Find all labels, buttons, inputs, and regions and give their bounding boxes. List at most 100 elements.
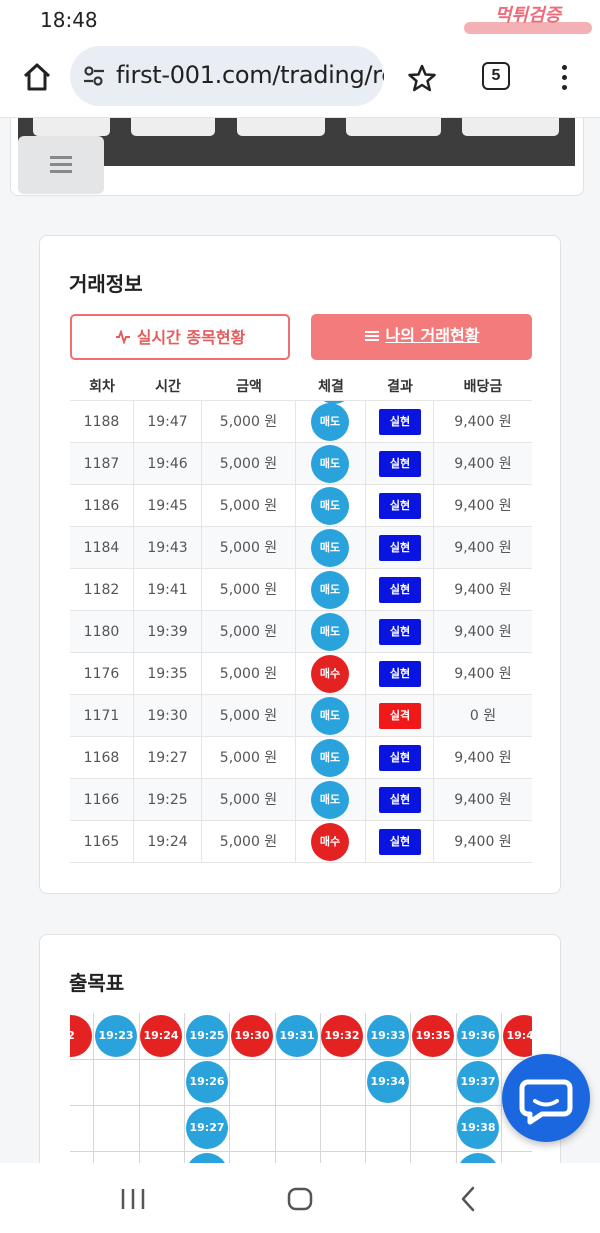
address-bar[interactable]: first-001.com/trading/re (70, 46, 384, 106)
cell-amount: 5,000 원 (202, 653, 296, 695)
cell-time: 19:27 (134, 737, 202, 779)
tune-icon[interactable] (82, 64, 106, 88)
table-row: 1187 19:46 5,000 원 매도 실현 9,400 원 (70, 443, 532, 485)
cell-result: 실현 (366, 779, 434, 821)
cell-round: 1171 (70, 695, 134, 737)
cell-payout: 9,400 원 (454, 498, 512, 514)
sell-badge: 매도 (311, 697, 349, 735)
cell-round: 1182 (70, 569, 134, 611)
chulmok-dot: 19:36 (457, 1015, 499, 1057)
cell-result: 실현 (366, 653, 434, 695)
cell-payout: 9,400 원 (454, 750, 512, 766)
cell-round: 1187 (70, 443, 134, 485)
grid-line (410, 1013, 411, 1163)
home-icon[interactable] (20, 60, 54, 94)
strip-button[interactable] (462, 118, 559, 136)
table-row: 1168 19:27 5,000 원 매도 실현 9,400 원 (70, 737, 532, 779)
grid-line (139, 1013, 140, 1163)
sell-badge: 매도 (311, 739, 349, 777)
chulmok-dot: 19:33 (367, 1015, 409, 1057)
col-time: 시간 (155, 379, 181, 395)
realtime-status-button[interactable]: 실시간 종목현황 (70, 314, 290, 360)
strip-button[interactable] (131, 118, 215, 136)
cell-side: 매수 (296, 821, 366, 863)
col-result: 결과 (387, 379, 413, 395)
chulmok-grid: 2 19:23 19:24 19:25 19:26 19:27 19:30 19:31 19:3… (70, 1013, 532, 1163)
system-nav-bar (0, 1163, 600, 1233)
chulmok-dot: 19:23 (95, 1015, 137, 1057)
result-badge: 실격 (379, 703, 421, 729)
cell-result: 실현 (366, 401, 434, 443)
chulmok-dot: 19:30 (231, 1015, 273, 1057)
cell-result: 실현 (366, 443, 434, 485)
cell-time: 19:41 (134, 569, 202, 611)
cell-round: 1188 (70, 401, 134, 443)
cell-side: 매도 (296, 401, 366, 443)
result-badge: 실현 (379, 619, 421, 645)
star-icon[interactable] (406, 62, 438, 94)
cell-time: 19:43 (134, 527, 202, 569)
trade-table-body[interactable]: 1188 19:47 5,000 원 매도 실현 9,400 원 1187 19:46 5,00… (70, 400, 532, 866)
cell-round: 1184 (70, 527, 134, 569)
grid-line (70, 1059, 532, 1060)
svg-text:먹튀검증: 먹튀검증 (495, 5, 564, 25)
strip-button[interactable] (346, 118, 441, 136)
cell-side: 매도 (296, 485, 366, 527)
cell-payout: 9,400 원 (454, 624, 512, 640)
grid-line (456, 1013, 457, 1163)
status-bar: 18:48 먹튀검증 (0, 0, 600, 40)
sell-badge: 매도 (311, 445, 349, 483)
table-row: 1188 19:47 5,000 원 매도 실현 9,400 원 (70, 401, 532, 443)
cell-payout: 9,400 원 (454, 414, 512, 430)
chulmok-dot: 19:34 (367, 1061, 409, 1103)
cell-payout: 9,400 원 (454, 834, 512, 850)
cell-result: 실현 (366, 527, 434, 569)
strip-button[interactable] (33, 118, 110, 136)
cell-amount: 5,000 원 (202, 401, 296, 443)
cell-side: 매도 (296, 695, 366, 737)
chulmok-dot: 19:27 (186, 1107, 228, 1149)
grid-line (275, 1013, 276, 1163)
sell-badge: 매도 (311, 487, 349, 525)
chulmok-title: 출목표 (69, 971, 125, 995)
my-trades-button[interactable]: 나의 거래현황 (311, 314, 532, 360)
menu-toggle-button[interactable] (18, 136, 104, 194)
cell-payout: 9,400 원 (454, 666, 512, 682)
result-badge: 실현 (379, 535, 421, 561)
grid-line (70, 1151, 532, 1152)
strip-button[interactable] (237, 118, 325, 136)
pulse-icon (115, 317, 131, 361)
tabs-icon[interactable]: 5 (482, 62, 510, 90)
browser-toolbar: first-001.com/trading/re 5 (0, 40, 600, 118)
recent-apps-icon[interactable] (118, 1187, 148, 1216)
result-badge: 실현 (379, 577, 421, 603)
cell-side: 매도 (296, 569, 366, 611)
trade-info-title: 거래정보 (69, 272, 143, 296)
cell-time: 19:25 (134, 779, 202, 821)
cell-amount: 5,000 원 (202, 485, 296, 527)
chulmok-dot: 2 (70, 1015, 92, 1057)
chulmok-dot: 19:48 (503, 1015, 532, 1057)
chulmok-dot: 19:26 (186, 1061, 228, 1103)
result-badge: 실현 (379, 829, 421, 855)
home-nav-icon[interactable] (286, 1186, 314, 1217)
cell-result: 실현 (366, 821, 434, 863)
back-icon[interactable] (458, 1186, 480, 1217)
cell-time: 19:30 (134, 695, 202, 737)
realtime-status-label: 실시간 종목현황 (136, 328, 246, 347)
chulmok-dot: 19:38 (457, 1107, 499, 1149)
cell-amount: 5,000 원 (202, 443, 296, 485)
buy-badge: 매수 (311, 655, 349, 693)
cell-payout: 9,400 원 (454, 540, 512, 556)
grid-line (70, 1105, 532, 1106)
chat-button[interactable] (502, 1054, 590, 1142)
status-time: 18:48 (40, 8, 98, 32)
more-vert-icon[interactable] (556, 62, 572, 94)
chulmok-dot: 19:37 (457, 1061, 499, 1103)
grid-line (320, 1013, 321, 1163)
cell-amount: 5,000 원 (202, 695, 296, 737)
cell-side: 매도 (296, 527, 366, 569)
cell-result: 실현 (366, 569, 434, 611)
sell-badge-partial (315, 401, 353, 404)
